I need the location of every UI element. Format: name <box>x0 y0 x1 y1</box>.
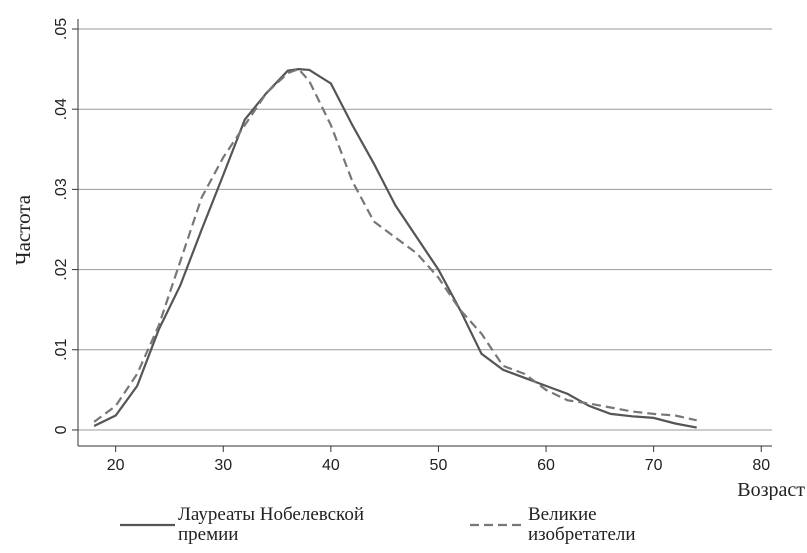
y-tick-label: .04 <box>53 98 70 120</box>
line-series <box>93 67 697 423</box>
legend-label: Лауреаты Нобелевской премии <box>178 504 364 545</box>
legend-label: Великие изобретатели <box>528 504 636 545</box>
y-axis-label: Частота <box>11 194 35 265</box>
x-tick-label: 70 <box>645 457 663 474</box>
x-tick-label: 20 <box>107 457 125 474</box>
x-tick-label: 40 <box>322 457 340 474</box>
x-axis-label: Возраст <box>737 479 805 500</box>
x-tick-label: 50 <box>430 457 448 474</box>
y-tick-label: .01 <box>53 339 70 361</box>
line-series <box>93 67 697 429</box>
y-tick-label: .05 <box>53 18 70 40</box>
x-tick-label: 80 <box>752 457 770 474</box>
chart: Частота Возраст 0 .01 .02 .03 .04 .05 20 30 40 50… <box>11 18 805 500</box>
x-tick-label: 30 <box>214 457 232 474</box>
legend-swatch <box>470 523 525 527</box>
y-tick-label: 0 <box>53 425 70 434</box>
legend-swatch <box>120 523 175 527</box>
y-tick-label: .02 <box>53 258 70 280</box>
x-tick-label: 60 <box>537 457 555 474</box>
y-tick-label: .03 <box>53 178 70 200</box>
